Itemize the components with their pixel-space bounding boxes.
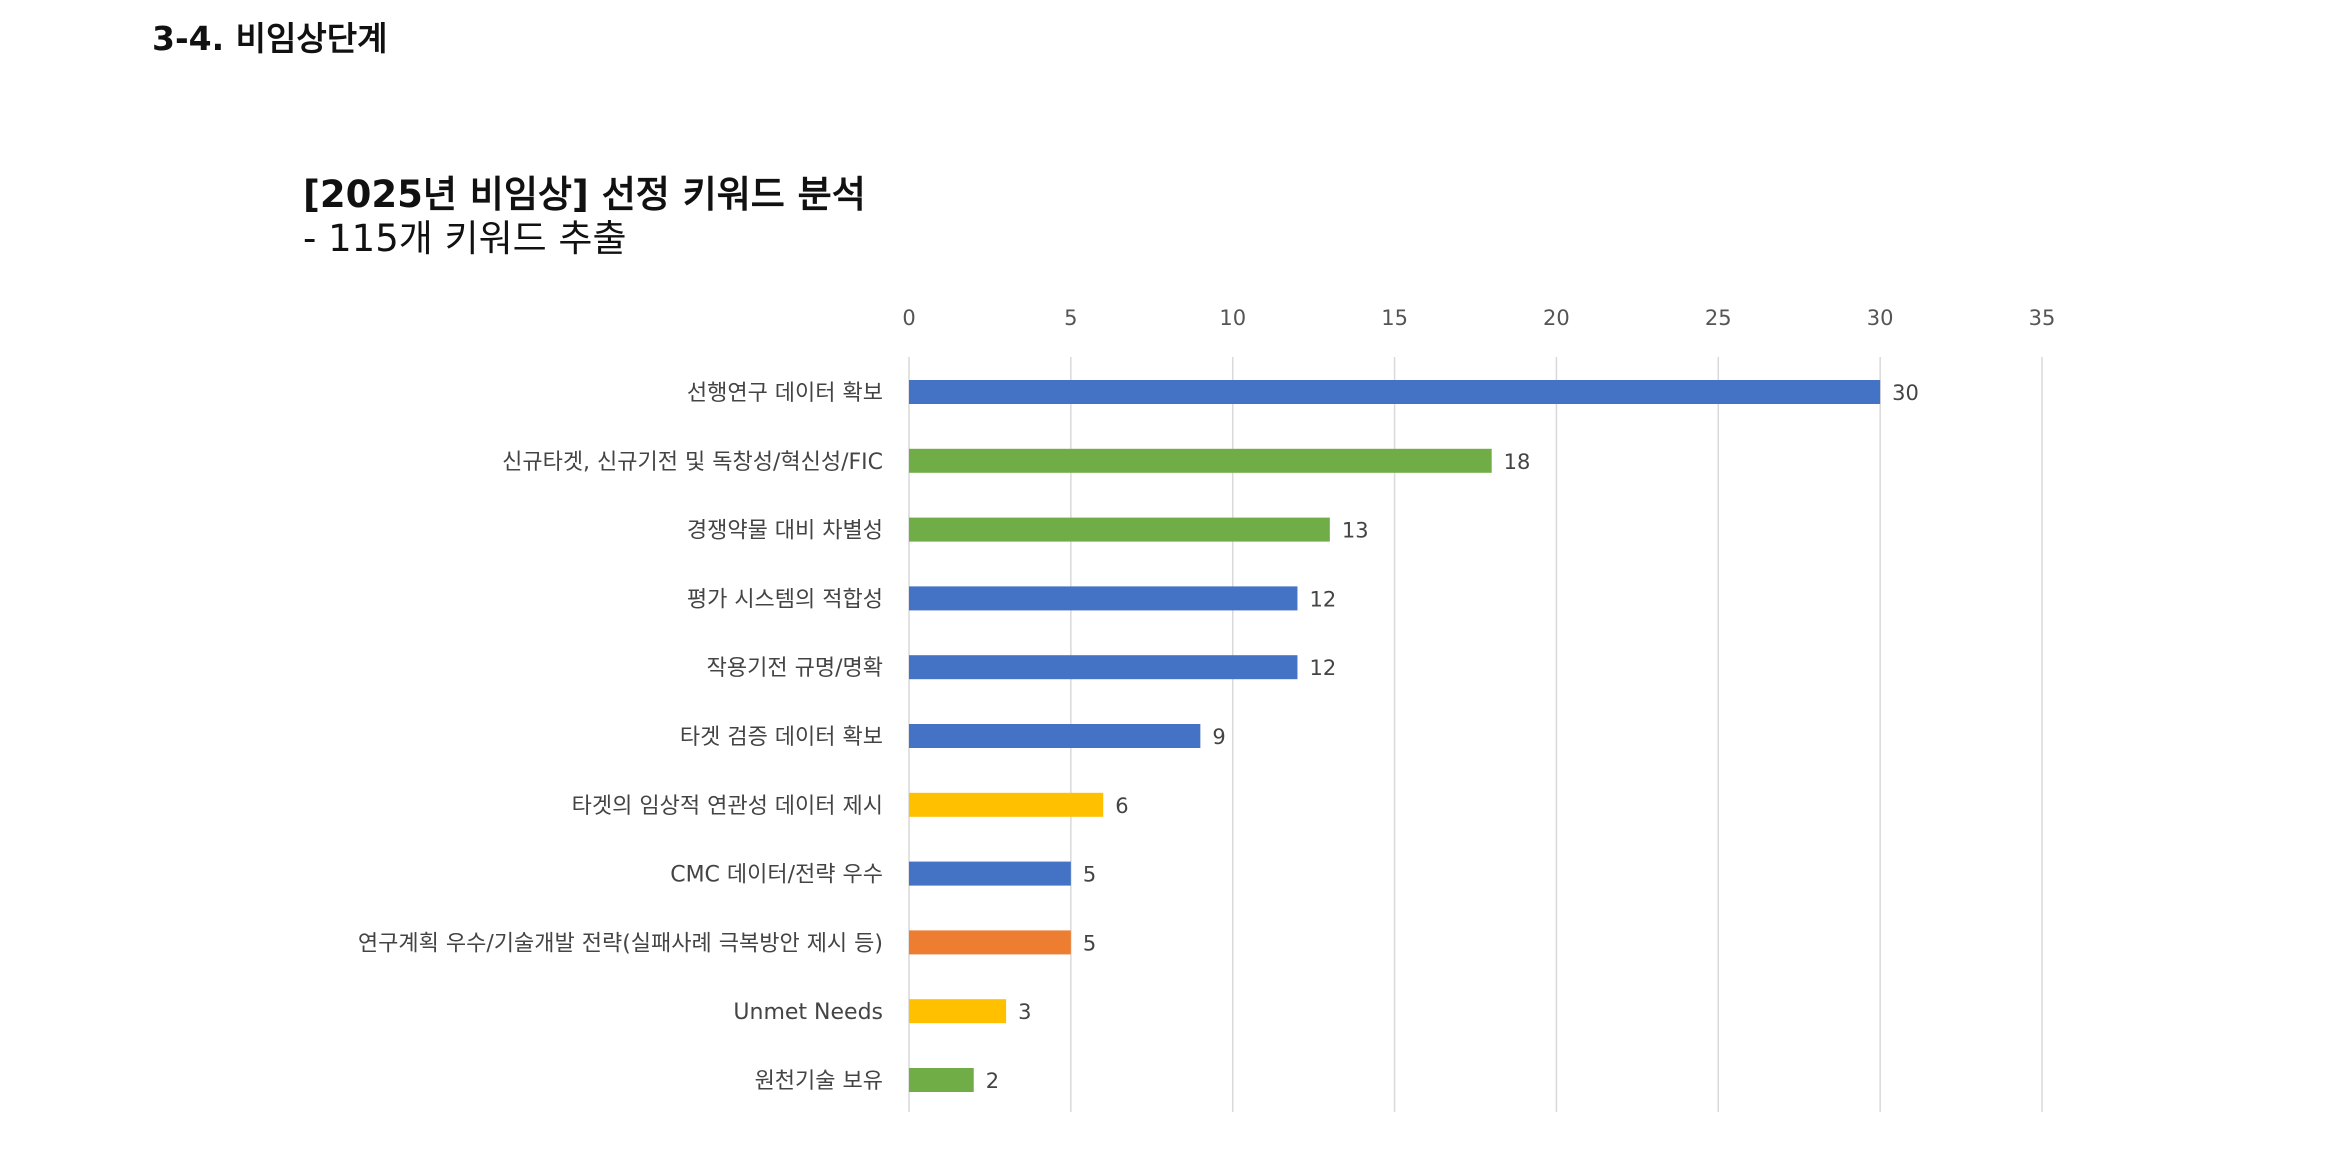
category-label: Unmet Needs <box>733 1000 883 1025</box>
bar <box>909 724 1201 748</box>
data-label: 30 <box>1892 381 1919 405</box>
axis-tick-labels: 0 5 10 15 20 25 30 35 <box>902 306 2055 330</box>
x-tick-label: 35 <box>2029 306 2056 330</box>
category-label: 작용기전 규명/명확 <box>707 656 883 681</box>
x-tick-label: 20 <box>1543 306 1570 330</box>
bar <box>909 517 1330 542</box>
bar <box>909 655 1298 680</box>
category-label: 원천기술 보유 <box>755 1069 883 1094</box>
data-label: 5 <box>1083 931 1096 955</box>
grid-lines <box>908 357 2043 1112</box>
data-label: 12 <box>1309 656 1336 680</box>
x-tick-label: 10 <box>1219 306 1246 330</box>
bar <box>909 380 1881 404</box>
category-label: 타겟 검증 데이터 확보 <box>680 725 883 750</box>
x-tick-label: 5 <box>1064 306 1077 330</box>
data-label: 2 <box>986 1069 999 1093</box>
category-label: 평가 시스템의 적합성 <box>687 587 883 612</box>
bar <box>909 448 1492 473</box>
category-label: 신규타겟, 신규기전 및 독창성/혁신성/FIC <box>502 450 883 475</box>
bar <box>909 861 1071 886</box>
x-tick-label: 25 <box>1705 306 1732 330</box>
bar <box>909 792 1104 817</box>
data-label: 13 <box>1342 519 1369 543</box>
chart-title: [2025년 비임상] 선정 키워드 분석 <box>303 173 866 216</box>
bar <box>909 1068 974 1092</box>
category-label: 타겟의 임상적 연관성 데이터 제시 <box>572 794 883 819</box>
data-label: 6 <box>1115 794 1128 818</box>
data-label: 3 <box>1018 1000 1031 1024</box>
bar <box>909 999 1007 1024</box>
data-label: 12 <box>1309 587 1336 611</box>
data-labels: 30 18 13 12 12 9 6 5 5 3 2 <box>986 381 1919 1093</box>
category-label: 연구계획 우수/기술개발 전략(실패사례 극복방안 제시 등) <box>358 931 883 956</box>
category-label: 선행연구 데이터 확보 <box>687 381 883 406</box>
data-label: 9 <box>1212 725 1225 749</box>
category-label: 경쟁약물 대비 차별성 <box>687 519 883 544</box>
bar <box>909 586 1298 611</box>
category-label: CMC 데이터/전략 우수 <box>670 863 883 888</box>
x-tick-label: 15 <box>1381 306 1408 330</box>
x-tick-label: 30 <box>1867 306 1894 330</box>
section-heading: 3-4. 비임상단계 <box>152 19 388 58</box>
x-tick-label: 0 <box>902 306 915 330</box>
bars <box>909 380 1881 1092</box>
bar <box>909 930 1071 955</box>
data-label: 5 <box>1083 863 1096 887</box>
chart-subtitle: - 115개 키워드 추출 <box>303 217 627 260</box>
data-label: 18 <box>1504 450 1531 474</box>
